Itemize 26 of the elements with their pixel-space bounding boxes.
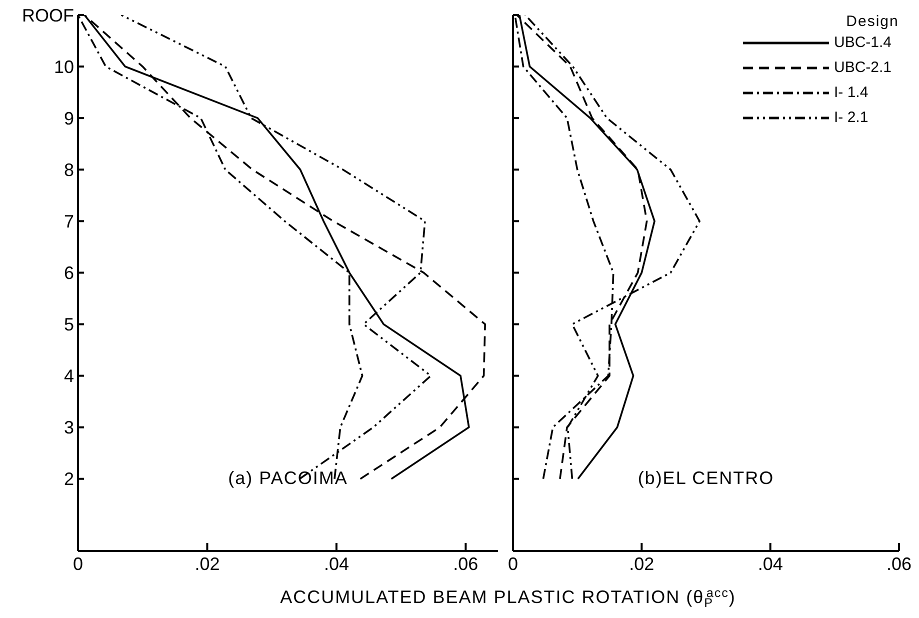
- x-tick-label: .06: [453, 554, 478, 574]
- y-tick-label: 6: [64, 263, 74, 284]
- text: I- 1.4: [834, 84, 870, 101]
- text: UBC-1.4: [834, 34, 893, 51]
- x-axis-title: ACCUMULATED BEAM PLASTIC ROTATION (θ$_{P}$$^{acc}$): [280, 586, 736, 610]
- y-tick-label: 9: [64, 108, 74, 128]
- y-tick-label: 3: [64, 418, 74, 438]
- y-tick-label: 4: [64, 366, 74, 386]
- text: I- 2.1: [834, 109, 870, 126]
- text: UBC-2.1: [834, 59, 893, 76]
- x-tick-label: .04: [758, 554, 783, 574]
- y-tick-label: 10: [54, 56, 74, 77]
- y-tick-label: ROOF: [22, 5, 74, 26]
- y-tick-label: 8: [64, 160, 74, 180]
- annotation: (b)EL CENTRO: [636, 468, 776, 489]
- y-tick-label: 7: [64, 212, 74, 232]
- annotation: (a) PACOIMA: [227, 468, 349, 489]
- legend-title: Design: [845, 13, 900, 30]
- y-tick-label: 2: [64, 469, 74, 490]
- y-tick-label: 5: [64, 314, 74, 335]
- x-tick-label: .04: [324, 554, 349, 574]
- x-tick-label: 0: [508, 554, 518, 574]
- x-tick-label: .02: [629, 554, 654, 574]
- x-tick-label: .06: [886, 554, 912, 574]
- x-tick-label: 0: [72, 554, 84, 574]
- x-tick-label: .02: [194, 554, 220, 574]
